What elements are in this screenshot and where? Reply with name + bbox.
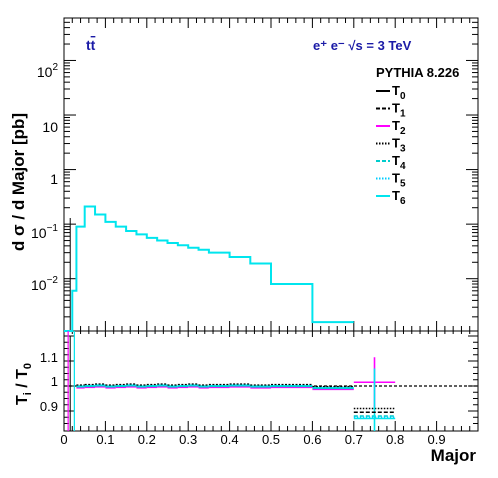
x-tick-label: 0.2: [138, 432, 156, 447]
legend-label: T3: [392, 136, 406, 155]
ytick-label-1: 1: [50, 171, 58, 187]
generator-label: PYTHIA 8.226: [376, 65, 459, 80]
legend-label: T5: [392, 171, 406, 190]
x-tick-label: 0.3: [179, 432, 197, 447]
process-label: tt: [86, 37, 96, 53]
beam-label: e⁺ e⁻ √s = 3 TeV: [313, 38, 412, 53]
x-tick-label: 0.8: [386, 432, 404, 447]
x-tick-label: 0.6: [303, 432, 321, 447]
x-tick-label: 0.1: [96, 432, 114, 447]
series-line-t6-histogram: [64, 205, 354, 332]
x-tick-label: 0.9: [428, 432, 446, 447]
legend-label: T2: [392, 118, 406, 137]
legend-label: T6: [392, 188, 406, 207]
main-y-axis-label: d σ / d Major [pb]: [9, 113, 28, 251]
ytick-label-10: 10: [42, 119, 58, 135]
x-tick-label: 0.7: [345, 432, 363, 447]
legend-label: T0: [392, 83, 406, 102]
ratio-ytick-1: 1: [51, 374, 58, 389]
ytick-label-100: 102: [37, 62, 59, 80]
ratio-points: [353, 357, 396, 431]
x-tick-label: 0.5: [262, 432, 280, 447]
ratio-axis-ticks: [63, 331, 479, 431]
ytick-label-0p01: 10−2: [31, 275, 58, 293]
ytick-label-0p1: 10−1: [31, 223, 58, 241]
ratio-y-axis-label: Ti / T0: [14, 363, 34, 405]
ratio-y-tick-labels: 0.9 1 1.1: [40, 350, 58, 414]
main-y-tick-labels: 102 10 1 10−1 10−2: [31, 62, 58, 293]
x-axis-label: Major: [431, 446, 477, 465]
ratio-ytick-1p1: 1.1: [40, 350, 58, 365]
ratio-band: [67, 331, 354, 431]
ratio-ytick-0p9: 0.9: [40, 399, 58, 414]
legend-label: T1: [392, 101, 406, 120]
legend-label: T4: [392, 153, 406, 172]
annotations: tt e⁺ e⁻ √s = 3 TeV PYTHIA 8.226: [86, 37, 459, 80]
x-tick-label: 0: [60, 432, 67, 447]
x-tick-labels: 0 0.1 0.2 0.3 0.4 0.5 0.6 0.7 0.8 0.9: [60, 432, 445, 447]
x-tick-label: 0.4: [221, 432, 239, 447]
main-axis-ticks: [63, 17, 479, 331]
